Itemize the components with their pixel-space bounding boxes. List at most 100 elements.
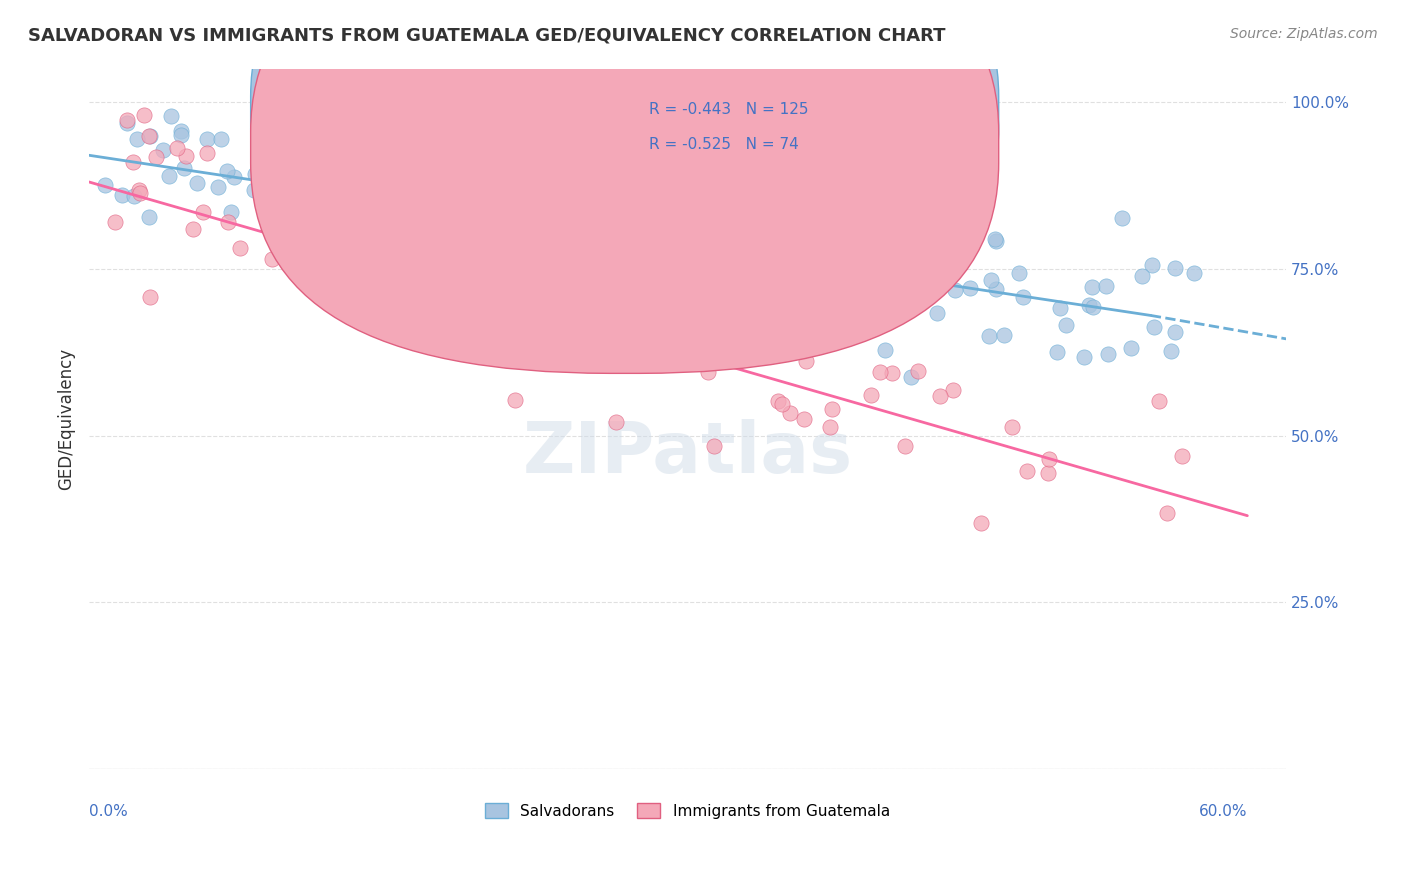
Point [115, 113, 138, 128]
Point [446, 314, 468, 328]
Point [125, 131, 148, 145]
Point [979, 328, 1001, 343]
Point [280, 207, 302, 221]
Point [1143, 319, 1166, 334]
Point [661, 317, 683, 331]
Point [195, 145, 218, 160]
Point [1182, 266, 1205, 280]
Point [426, 219, 449, 233]
Point [138, 128, 160, 143]
Point [567, 246, 589, 260]
Point [388, 227, 411, 241]
Point [519, 167, 541, 181]
Point [1073, 350, 1095, 364]
Point [637, 246, 659, 260]
Point [755, 243, 778, 257]
Point [503, 166, 526, 180]
Point [794, 354, 817, 368]
Point [1164, 260, 1187, 275]
Point [217, 215, 239, 229]
Point [530, 252, 553, 266]
Point [309, 155, 332, 169]
Point [779, 282, 801, 296]
Point [482, 255, 505, 269]
Point [221, 205, 243, 219]
Point [869, 365, 891, 379]
Point [280, 190, 302, 204]
Point [880, 367, 903, 381]
Point [879, 233, 901, 247]
Point [128, 183, 150, 197]
Point [703, 439, 725, 453]
Point [463, 277, 485, 292]
Point [645, 352, 668, 367]
Point [340, 179, 363, 194]
Point [440, 154, 463, 169]
Point [980, 273, 1002, 287]
Point [794, 275, 817, 289]
Point [364, 127, 387, 141]
Point [449, 161, 471, 175]
Point [751, 200, 773, 214]
Point [399, 188, 422, 202]
Point [671, 253, 693, 268]
Point [488, 298, 510, 312]
Point [562, 193, 585, 207]
Point [710, 249, 733, 263]
Point [613, 319, 636, 334]
Point [145, 150, 167, 164]
Point [860, 388, 883, 402]
Point [366, 213, 388, 227]
Y-axis label: GED/Equivalency: GED/Equivalency [58, 348, 75, 490]
Point [945, 252, 967, 266]
Point [790, 222, 813, 236]
Point [541, 308, 564, 322]
Point [575, 350, 598, 364]
Point [139, 290, 162, 304]
Point [658, 278, 681, 293]
Point [262, 252, 284, 267]
Point [277, 128, 299, 142]
Point [292, 213, 315, 227]
Point [138, 210, 160, 224]
Point [893, 439, 915, 453]
Point [1119, 341, 1142, 355]
Point [766, 394, 789, 409]
Point [388, 321, 411, 335]
Point [593, 213, 616, 227]
Point [411, 198, 433, 212]
Point [730, 333, 752, 347]
Point [782, 304, 804, 318]
Point [122, 189, 145, 203]
Point [948, 259, 970, 273]
Point [688, 334, 710, 348]
Point [1164, 325, 1187, 339]
Point [793, 412, 815, 426]
Point [260, 190, 283, 204]
Point [779, 406, 801, 420]
Point [1130, 268, 1153, 283]
Point [242, 183, 264, 197]
FancyBboxPatch shape [250, 0, 998, 338]
Point [897, 225, 920, 239]
Point [405, 298, 427, 312]
Point [505, 307, 527, 321]
Point [1140, 258, 1163, 272]
Text: 60.0%: 60.0% [1199, 805, 1247, 820]
Point [217, 163, 239, 178]
Point [927, 306, 949, 320]
Point [433, 157, 456, 171]
Point [762, 281, 785, 295]
Point [959, 281, 981, 295]
Point [152, 143, 174, 157]
Point [1078, 298, 1101, 312]
Point [1015, 464, 1038, 478]
Point [576, 191, 599, 205]
Point [115, 115, 138, 129]
Point [1111, 211, 1133, 225]
Point [823, 294, 845, 309]
Point [363, 313, 385, 327]
Point [678, 280, 700, 294]
Point [553, 255, 575, 269]
Point [668, 253, 690, 268]
